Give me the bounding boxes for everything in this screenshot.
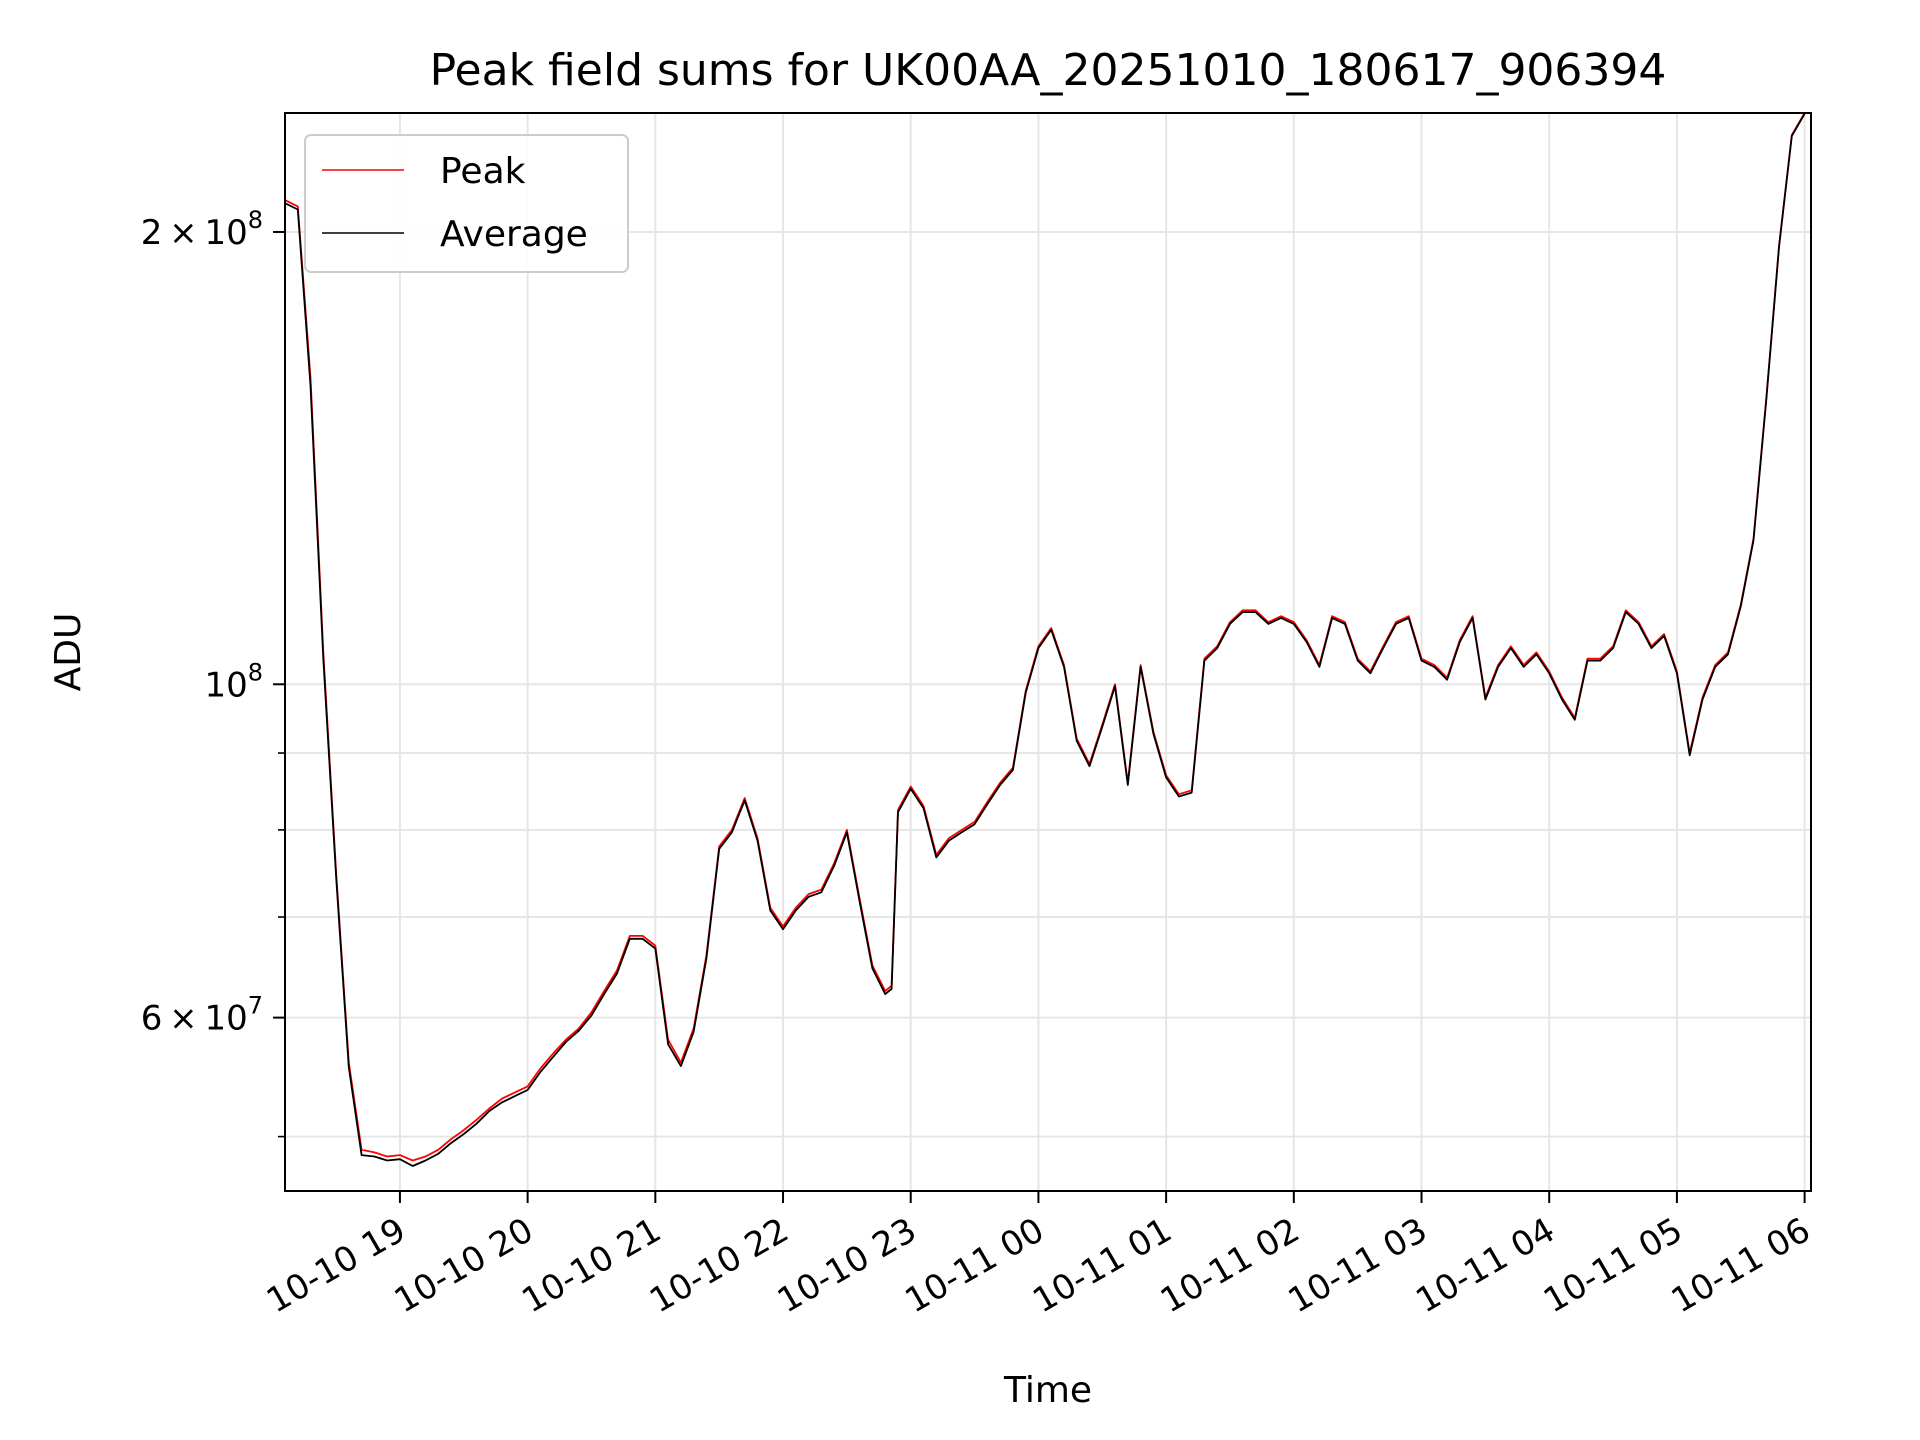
chart-title: Peak field sums for UK00AA_20251010_1806… <box>430 45 1667 96</box>
legend-peak-label: Peak <box>440 151 526 192</box>
legend: Peak Average <box>304 134 629 273</box>
x-axis-label: Time <box>1003 1370 1092 1411</box>
y-axis-label: ADU <box>48 613 89 692</box>
y-tick-label: 6 × 107 <box>141 992 263 1039</box>
grid <box>285 113 1811 1191</box>
legend-average-label: Average <box>440 214 588 255</box>
plot-frame <box>284 112 1812 1192</box>
y-axis: 6 × 107 108 2 × 108 <box>141 206 285 1138</box>
y-tick-label: 108 <box>204 658 263 705</box>
series-line-average <box>284 113 1806 1167</box>
y-tick-label: 2 × 108 <box>141 206 263 253</box>
series-group <box>284 112 1806 1167</box>
